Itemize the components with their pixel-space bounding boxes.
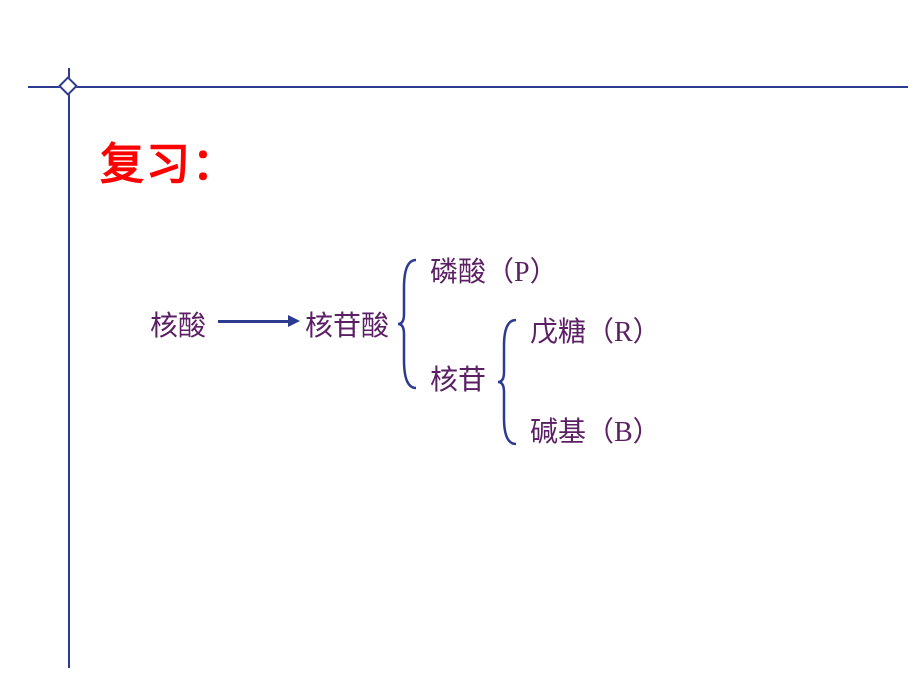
horizontal-rule xyxy=(28,86,908,88)
node-phosphate: 磷酸（P） xyxy=(430,250,558,290)
node-base: 碱基（B） xyxy=(530,410,661,450)
diamond-icon xyxy=(58,76,78,96)
node-mid: 核苷酸 xyxy=(305,304,389,344)
arrow-line xyxy=(218,320,290,323)
node-pentose: 戊糖（R） xyxy=(530,310,661,350)
slide-title: 复习： xyxy=(100,128,238,192)
vertical-rule xyxy=(68,68,70,668)
node-root: 核酸 xyxy=(150,304,206,344)
brace-1 xyxy=(398,258,418,390)
hierarchy-diagram: 核酸 核苷酸 磷酸（P） 核苷 戊糖（R） 碱基（B） xyxy=(150,250,790,470)
brace-2 xyxy=(498,318,518,446)
arrow-head-icon xyxy=(288,315,300,327)
node-nucleoside: 核苷 xyxy=(430,358,486,398)
